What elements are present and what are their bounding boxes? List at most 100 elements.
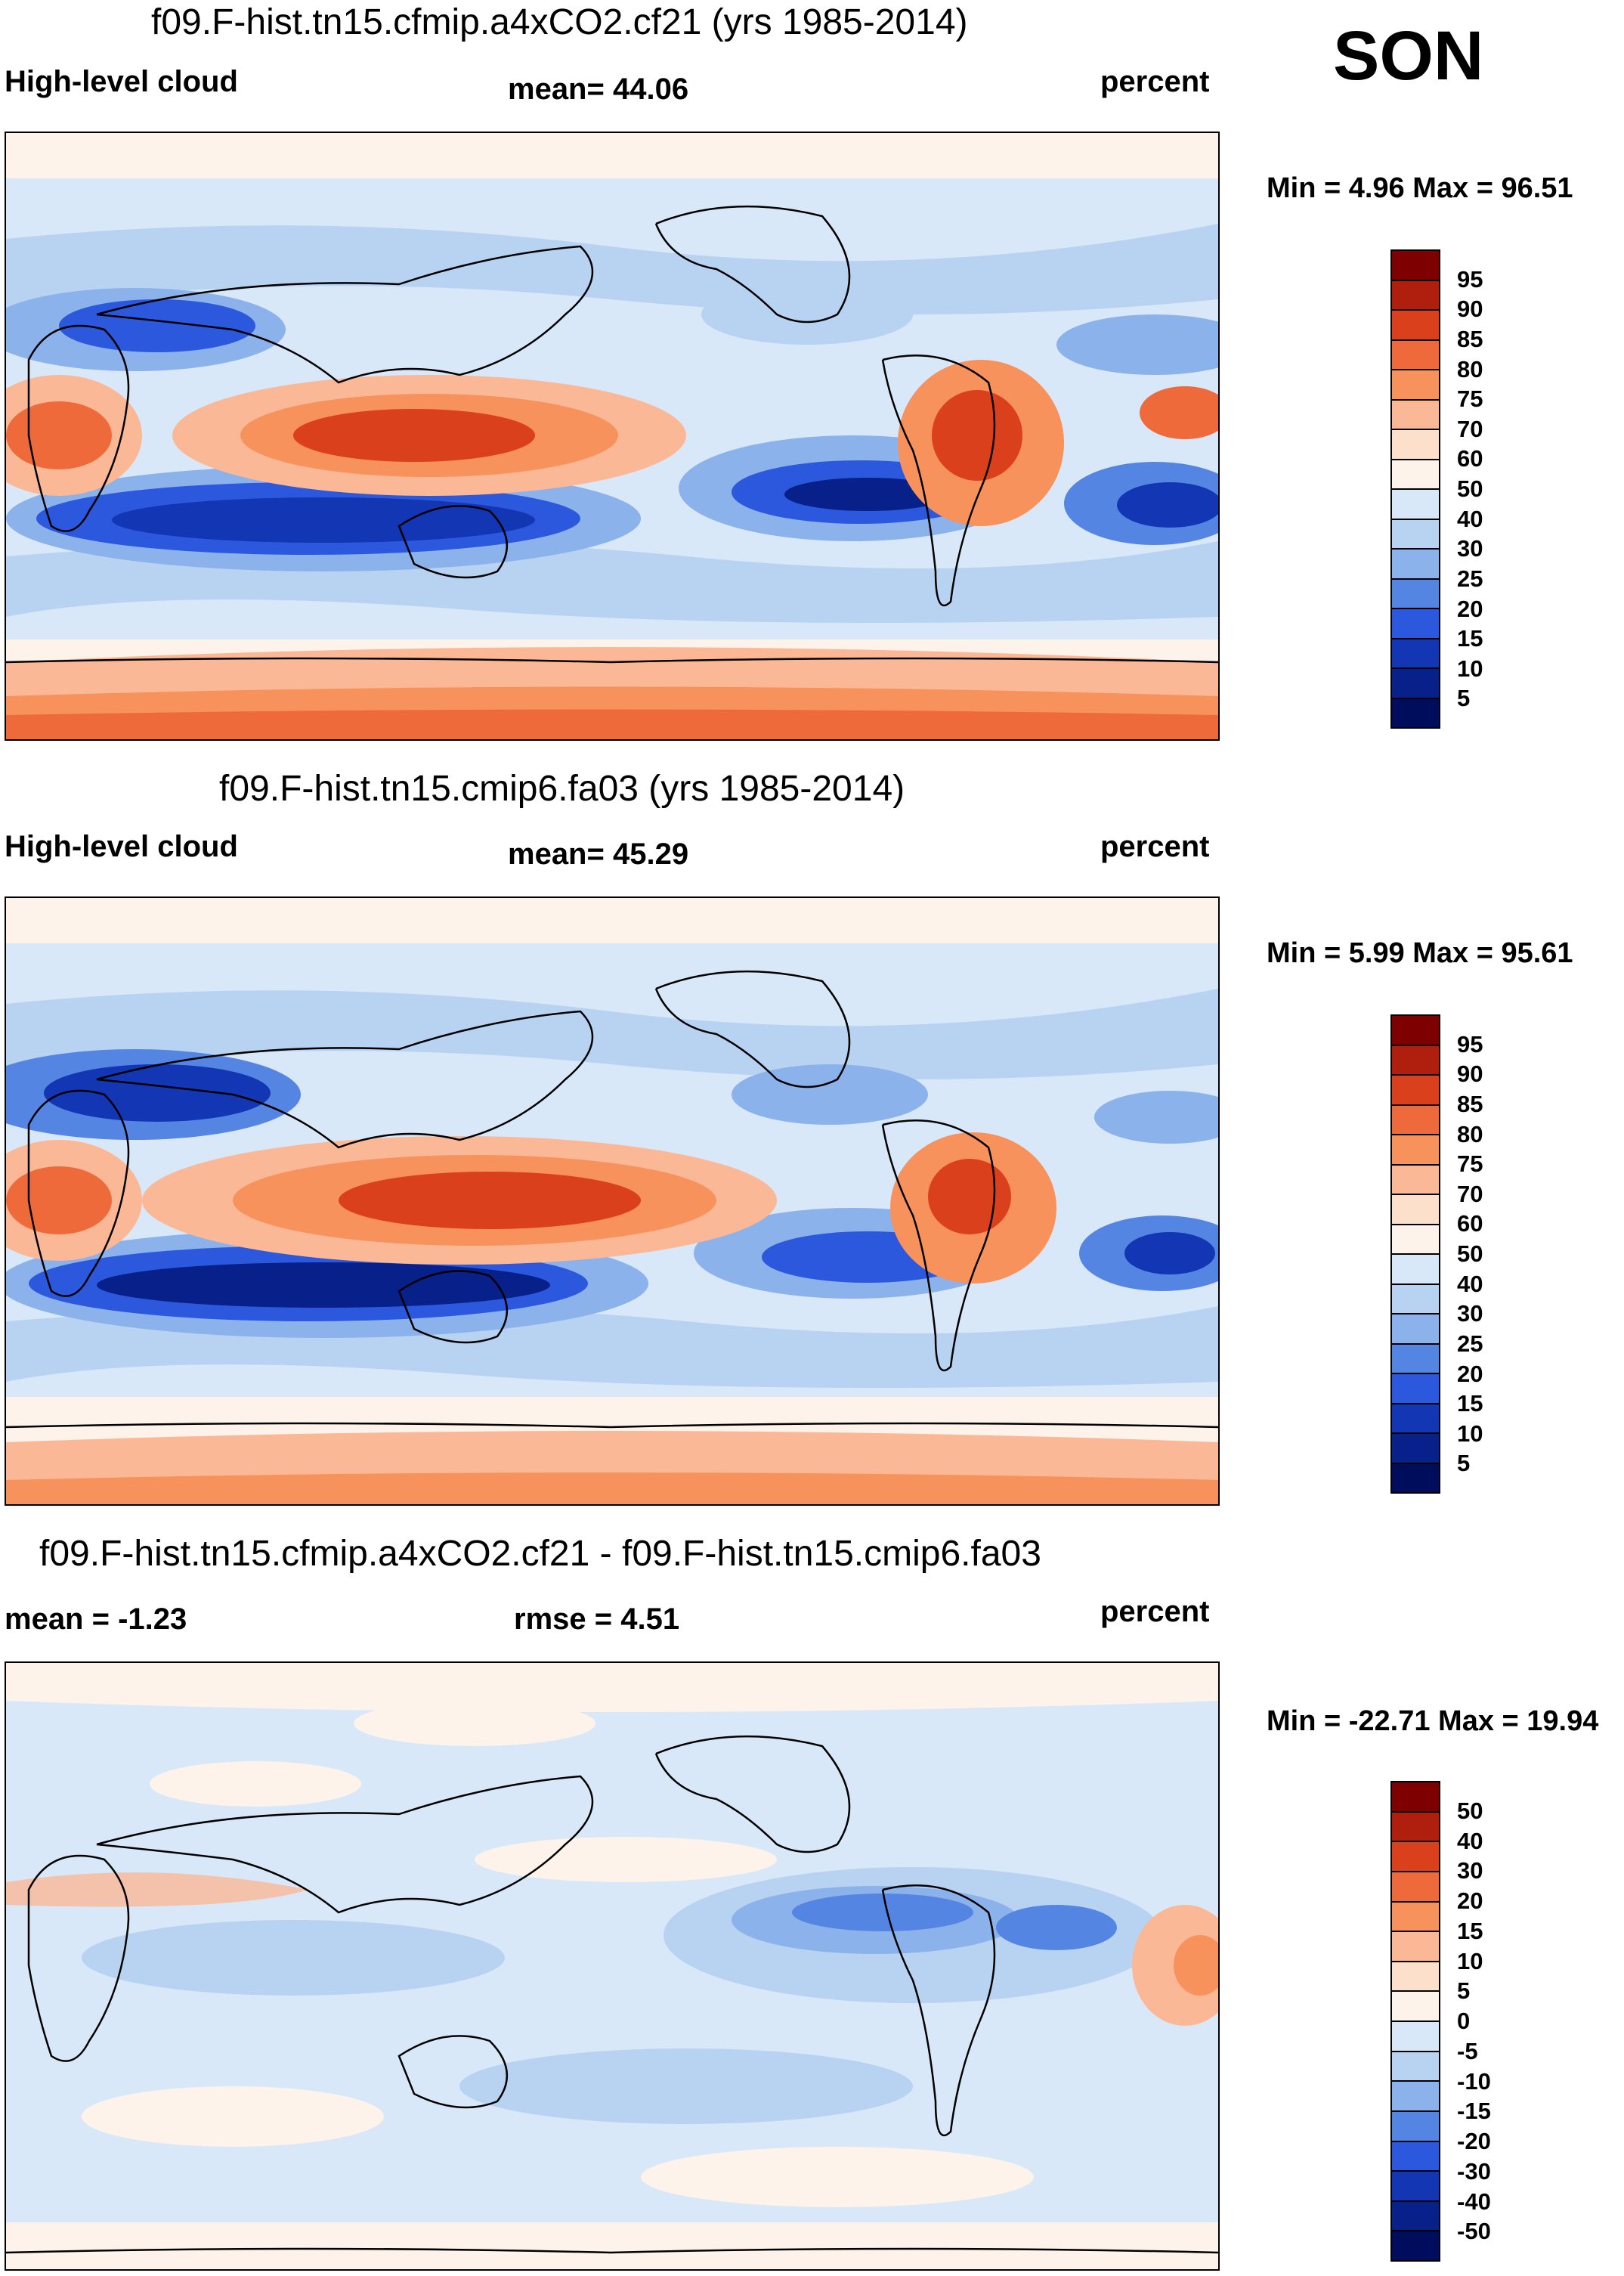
panel3-colorbar: [1390, 1781, 1440, 2262]
colorbar-tick-label: 20: [1457, 1887, 1483, 1914]
panel2-mean-label: mean= 45.29: [508, 838, 689, 871]
colorbar-swatch: [1392, 1992, 1439, 2022]
colorbar-swatch: [1392, 1842, 1439, 1872]
colorbar-tick-label: 5: [1457, 1450, 1471, 1477]
colorbar-swatch: [1392, 1135, 1439, 1166]
colorbar-tick-label: 10: [1457, 655, 1483, 682]
colorbar-swatch: [1392, 1404, 1439, 1434]
colorbar-swatch: [1392, 400, 1439, 430]
colorbar-swatch: [1392, 669, 1439, 699]
colorbar-swatch: [1392, 2082, 1439, 2112]
panel1-colorbar: [1390, 249, 1440, 729]
panel2-map: [5, 896, 1220, 1506]
colorbar-tick-label: 85: [1457, 1090, 1483, 1117]
colorbar-swatch: [1392, 1962, 1439, 1993]
colorbar-tick-label: 10: [1457, 1947, 1483, 1974]
colorbar-swatch: [1392, 2231, 1439, 2260]
colorbar-tick-label: 70: [1457, 1180, 1483, 1207]
colorbar-tick-label: -15: [1457, 2098, 1491, 2125]
panel2-min-max: Min = 5.99 Max = 95.61: [1267, 937, 1573, 969]
panel1-colorbar-labels: 95 90 85 80 75 70 60 50 40 30 25 20 15 10 5: [1457, 249, 1548, 729]
colorbar-tick-label: 15: [1457, 1390, 1483, 1417]
colorbar-tick-label: 15: [1457, 1917, 1483, 1944]
colorbar-tick-label: 95: [1457, 265, 1483, 293]
colorbar-swatch: [1392, 430, 1439, 460]
colorbar-swatch: [1392, 639, 1439, 669]
colorbar-swatch: [1392, 1434, 1439, 1464]
panel1-mean-label: mean= 44.06: [508, 73, 689, 106]
colorbar-tick-label: -30: [1457, 2157, 1491, 2185]
colorbar-tick-label: 80: [1457, 355, 1483, 382]
colorbar-swatch: [1392, 1344, 1439, 1374]
colorbar-tick-label: 20: [1457, 595, 1483, 622]
colorbar-tick-label: 70: [1457, 415, 1483, 442]
colorbar-tick-label: 40: [1457, 1827, 1483, 1854]
colorbar-swatch: [1392, 1284, 1439, 1315]
colorbar-swatch: [1392, 1315, 1439, 1345]
panel3-colorbar-labels: 50 40 30 20 15 10 5 0 -5 -10 -15 -20 -30 -40 -50: [1457, 1781, 1548, 2262]
colorbar-swatch: [1392, 579, 1439, 609]
colorbar-tick-label: 50: [1457, 475, 1483, 502]
colorbar-swatch: [1392, 2022, 1439, 2052]
colorbar-swatch: [1392, 2141, 1439, 2172]
panel3-title: f09.F-hist.tn15.cfmip.a4xCO2.cf21 - f09.…: [39, 1534, 1041, 1574]
colorbar-tick-label: 5: [1457, 1977, 1471, 2005]
colorbar-tick-label: 50: [1457, 1797, 1483, 1824]
panel2-units-label: percent: [1100, 830, 1210, 863]
colorbar-tick-label: 60: [1457, 1210, 1483, 1237]
colorbar-swatch: [1392, 1872, 1439, 1903]
colorbar-tick-label: -40: [1457, 2188, 1491, 2215]
colorbar-swatch: [1392, 311, 1439, 341]
colorbar-tick-label: 0: [1457, 2008, 1471, 2034]
colorbar-swatch: [1392, 1165, 1439, 1195]
colorbar-tick-label: 5: [1457, 685, 1471, 712]
panel2-variable-label: High-level cloud: [5, 830, 238, 863]
colorbar-swatch: [1392, 251, 1439, 281]
colorbar-tick-label: 25: [1457, 565, 1483, 592]
colorbar-tick-label: 20: [1457, 1360, 1483, 1387]
colorbar-swatch: [1392, 1195, 1439, 1225]
colorbar-tick-label: 75: [1457, 386, 1483, 413]
colorbar-tick-label: 40: [1457, 505, 1483, 532]
colorbar-tick-label: 90: [1457, 296, 1483, 323]
colorbar-tick-label: 95: [1457, 1030, 1483, 1057]
colorbar-swatch: [1392, 490, 1439, 520]
colorbar-tick-label: -50: [1457, 2218, 1491, 2245]
panel3-map: [5, 1661, 1220, 2271]
panel3-rmse-label: rmse = 4.51: [514, 1602, 680, 1636]
colorbar-swatch: [1392, 609, 1439, 639]
panel1-title: f09.F-hist.tn15.cfmip.a4xCO2.cf21 (yrs 1…: [151, 2, 968, 42]
colorbar-tick-label: 90: [1457, 1061, 1483, 1088]
colorbar-swatch: [1392, 1016, 1439, 1046]
colorbar-swatch: [1392, 1045, 1439, 1076]
colorbar-swatch: [1392, 370, 1439, 401]
colorbar-tick-label: 60: [1457, 445, 1483, 472]
colorbar-swatch: [1392, 2172, 1439, 2202]
colorbar-swatch: [1392, 2111, 1439, 2142]
colorbar-swatch: [1392, 1782, 1439, 1813]
colorbar-swatch: [1392, 550, 1439, 580]
colorbar-swatch: [1392, 2201, 1439, 2232]
colorbar-tick-label: -20: [1457, 2128, 1491, 2154]
panel2-title: f09.F-hist.tn15.cmip6.fa03 (yrs 1985-201…: [219, 769, 905, 809]
panel3-mean-label: mean = -1.23: [5, 1602, 187, 1636]
colorbar-tick-label: 30: [1457, 1857, 1483, 1884]
colorbar-tick-label: 50: [1457, 1240, 1483, 1267]
colorbar-tick-label: 30: [1457, 535, 1483, 562]
colorbar-swatch: [1392, 519, 1439, 550]
panel1-min-max: Min = 4.96 Max = 96.51: [1267, 172, 1573, 204]
colorbar-swatch: [1392, 1374, 1439, 1404]
panel3-min-max: Min = -22.71 Max = 19.94: [1267, 1705, 1599, 1737]
colorbar-tick-label: 10: [1457, 1420, 1483, 1447]
colorbar-swatch: [1392, 1255, 1439, 1285]
colorbar-tick-label: 85: [1457, 325, 1483, 352]
colorbar-swatch: [1392, 1076, 1439, 1106]
colorbar-swatch: [1392, 1225, 1439, 1255]
colorbar-tick-label: 40: [1457, 1270, 1483, 1297]
colorbar-tick-label: 25: [1457, 1330, 1483, 1357]
panel3-units-label: percent: [1100, 1595, 1210, 1628]
colorbar-swatch: [1392, 698, 1439, 727]
colorbar-tick-label: -10: [1457, 2067, 1491, 2095]
panel1-units-label: percent: [1100, 65, 1210, 98]
colorbar-swatch: [1392, 2051, 1439, 2082]
